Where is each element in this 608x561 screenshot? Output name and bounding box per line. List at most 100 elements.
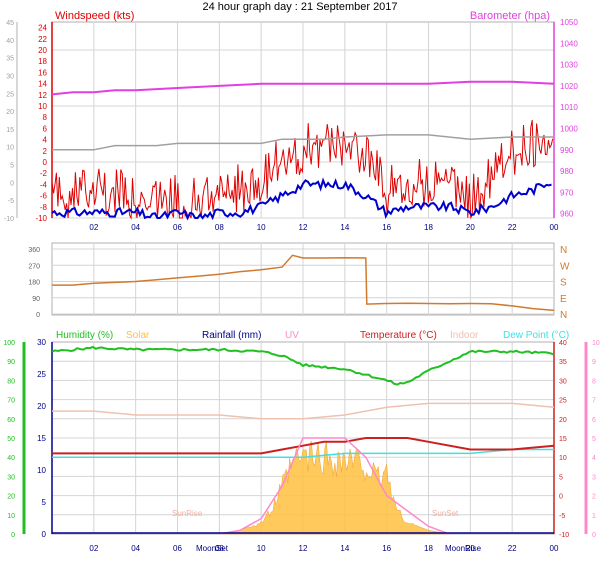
x-tick-label: 16 — [382, 544, 391, 553]
temperature-line — [52, 437, 555, 455]
humidity-tick-label: 60 — [7, 417, 15, 424]
x-tick-label: 16 — [382, 223, 391, 232]
uv-ticks: 0 1 2 3 4 5 6 7 8 9 10 — [592, 340, 600, 539]
wind-tick-label: -4 — [40, 180, 48, 189]
baro-tick-label: 1050 — [560, 18, 578, 27]
baro-tick-label: 970 — [560, 188, 574, 197]
rain-tick-label: 15 — [37, 434, 46, 443]
wind-outer-tick-label: 20 — [6, 109, 14, 116]
temp-tick-label: 35 — [559, 359, 567, 366]
wind-outer-tick-label: 5 — [10, 163, 14, 170]
wind-tick-label: 16 — [38, 68, 47, 77]
gray-line — [52, 134, 554, 151]
x-tick-label: 02 — [89, 223, 98, 232]
dew-point-line — [52, 448, 554, 458]
legend-entry: Rainfall (mm) — [202, 330, 261, 341]
dir-series — [52, 254, 555, 312]
compass-label: E — [560, 294, 567, 305]
x-tick-label: 14 — [340, 223, 349, 232]
wind-tick-label: 8 — [43, 113, 48, 122]
dir-tick-label: 90 — [32, 296, 40, 303]
humidity-tick-label: 80 — [7, 378, 15, 385]
uv-tick-label: 4 — [592, 455, 596, 462]
x-tick-label: 20 — [466, 544, 475, 553]
wind-outer-tick-label: 45 — [6, 20, 14, 27]
humidity-tick-label: 0 — [11, 532, 15, 539]
temp-tick-label: 40 — [559, 340, 567, 347]
wind-tick-label: 2 — [43, 147, 48, 156]
baro-tick-label: 1020 — [560, 82, 578, 91]
wind-tick-label: 18 — [38, 57, 47, 66]
bottom-grid — [52, 342, 554, 534]
rain-tick-label: 5 — [42, 498, 47, 507]
dir-left-ticks: 0 90 180 270 360 — [28, 247, 40, 319]
baro-tick-label: 980 — [560, 167, 574, 176]
wind-tick-label: -8 — [40, 203, 48, 212]
baro-tick-label: 990 — [560, 146, 574, 155]
humidity-tick-label: 20 — [7, 494, 15, 501]
rain-tick-label: 30 — [37, 338, 46, 347]
uv-tick-label: 0 — [592, 532, 596, 539]
x-tick-label: 12 — [299, 223, 308, 232]
uv-tick-label: 3 — [592, 474, 596, 481]
rain-tick-label: 20 — [37, 402, 46, 411]
wind-axis-label: Windspeed (kts) — [55, 10, 134, 22]
moonrise-label: MoonRise — [445, 544, 482, 553]
x-tick-label: 10 — [257, 223, 266, 232]
bottom-series — [51, 345, 555, 535]
baro-axis-label: Barometer (hpa) — [470, 10, 550, 22]
wind-outer-tick-label: 0 — [10, 180, 14, 187]
x-tick-label: 06 — [173, 223, 182, 232]
x-tick-label: 00 — [550, 223, 559, 232]
x-tick-label: 22 — [508, 223, 517, 232]
rain-tick-label: 25 — [37, 370, 46, 379]
temp-tick-label: 10 — [559, 455, 567, 462]
dir-tick-label: 180 — [28, 280, 40, 287]
baro-tick-label: 1030 — [560, 61, 578, 70]
uv-tick-label: 7 — [592, 398, 596, 405]
wind-outer-tick-label: -5 — [8, 198, 14, 205]
legend-entry: Solar — [126, 330, 150, 341]
moonset-label: MoonSet — [196, 544, 229, 553]
x-tick-label: 18 — [424, 223, 433, 232]
compass-label: N — [560, 245, 567, 256]
sunset-label: SunSet — [432, 509, 459, 518]
wind-tick-label: -6 — [40, 192, 48, 201]
indoor-line — [52, 402, 555, 420]
x-tick-label: 12 — [299, 544, 308, 553]
legend-entry: Humidity (%) — [56, 330, 113, 341]
uv-tick-label: 6 — [592, 417, 596, 424]
temp-tick-label: 30 — [559, 378, 567, 385]
wind-panel: Windspeed (kts) Barometer (hpa) -10 -8 -6 -… — [4, 10, 578, 232]
chart-title: 24 hour graph day : 21 September 2017 — [202, 1, 397, 13]
x-tick-label: 06 — [173, 544, 182, 553]
legend-entry: Dew Point (°C) — [503, 330, 569, 341]
direction-line — [52, 254, 555, 312]
legend-entry: Indoor — [450, 330, 479, 341]
rain-tick-label: 0 — [42, 530, 47, 539]
dir-tick-label: 0 — [36, 312, 40, 319]
uv-tick-label: 10 — [592, 340, 600, 347]
wind-tick-label: 6 — [43, 124, 48, 133]
humidity-tick-label: 100 — [3, 340, 15, 347]
uv-line — [219, 437, 450, 535]
rain-ticks: 0 5 10 15 20 25 30 — [37, 338, 46, 539]
solar-area — [219, 440, 450, 535]
wind-x-ticks: 02 04 06 08 10 12 14 16 18 20 22 00 — [89, 223, 559, 232]
baro-tick-label: 1040 — [560, 39, 578, 48]
wind-outer-tick-label: 10 — [6, 145, 14, 152]
temp-tick-label: 20 — [559, 417, 567, 424]
bottom-panel: Humidity (%) Solar Rainfall (mm) UV Temperat… — [3, 330, 600, 553]
wind-tick-label: -2 — [40, 169, 48, 178]
temp-tick-label: 15 — [559, 436, 567, 443]
wind-outer-ticks: -10 -5 0 5 10 15 20 25 30 35 40 45 — [4, 20, 18, 223]
temp-tick-label: -10 — [559, 532, 569, 539]
humidity-tick-label: 30 — [7, 474, 15, 481]
x-tick-label: 18 — [424, 544, 433, 553]
humidity-tick-label: 70 — [7, 398, 15, 405]
wind-tick-label: 14 — [38, 80, 47, 89]
humidity-ticks: 0 10 20 30 40 50 60 70 80 90 100 — [3, 340, 15, 539]
humidity-tick-label: 10 — [7, 513, 15, 520]
x-tick-label: 08 — [215, 223, 224, 232]
